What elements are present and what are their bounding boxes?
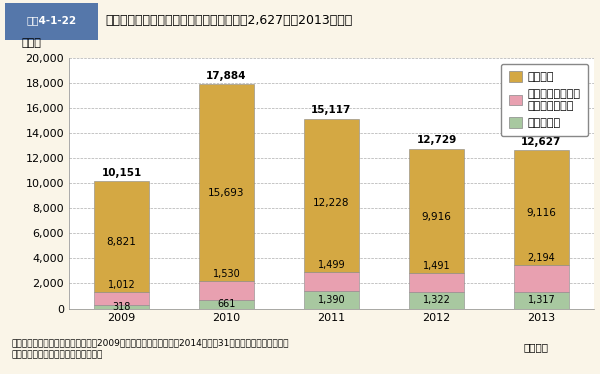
Text: 1,390: 1,390	[317, 295, 346, 305]
Bar	[94, 181, 149, 292]
Text: 2,194: 2,194	[527, 253, 556, 263]
Bar	[94, 304, 149, 309]
Bar	[304, 119, 359, 272]
Text: 10,151: 10,151	[101, 168, 142, 178]
Text: 661: 661	[217, 300, 236, 309]
Text: 17,884: 17,884	[206, 71, 247, 81]
Text: 図表4-1-22: 図表4-1-22	[26, 16, 77, 26]
Text: 1,530: 1,530	[212, 269, 241, 279]
Bar	[514, 264, 569, 292]
Text: 1,012: 1,012	[107, 280, 136, 290]
Text: 9,116: 9,116	[527, 208, 556, 218]
Legend: 財産事案, 重大事故等を除く
生命身体事故等, 重大事故等: 財産事案, 重大事故等を除く 生命身体事故等, 重大事故等	[501, 64, 589, 136]
Bar	[304, 291, 359, 309]
Bar	[304, 272, 359, 291]
Text: 1,317: 1,317	[527, 295, 556, 305]
Text: 12,627: 12,627	[521, 137, 562, 147]
FancyBboxPatch shape	[5, 3, 98, 40]
Text: 1,491: 1,491	[422, 261, 451, 272]
Text: 消費者庁に通知された消費者事故等は１万2,627件（2013年度）: 消費者庁に通知された消費者事故等は１万2,627件（2013年度）	[105, 14, 352, 27]
Text: 9,916: 9,916	[422, 212, 451, 223]
Bar	[409, 149, 464, 273]
Bar	[409, 292, 464, 309]
Bar	[94, 292, 149, 304]
Text: 1,322: 1,322	[422, 295, 451, 305]
Bar	[514, 150, 569, 264]
Text: （件）: （件）	[22, 38, 41, 48]
Text: 12,729: 12,729	[416, 135, 457, 145]
Bar	[409, 273, 464, 292]
Text: 15,117: 15,117	[311, 105, 352, 116]
Bar	[199, 85, 254, 281]
Bar	[199, 281, 254, 300]
Text: 12,228: 12,228	[313, 199, 350, 208]
Text: 8,821: 8,821	[107, 237, 136, 247]
Bar	[199, 300, 254, 309]
Text: （備考）　消費者安全法に基づき、2009年９月消費者庁設置から2014年３月31日までに消費者庁へ通知
　　　　された消費者事故等の件数。: （備考） 消費者安全法に基づき、2009年９月消費者庁設置から2014年３月31…	[12, 338, 290, 359]
Text: 318: 318	[112, 301, 131, 312]
Text: 15,693: 15,693	[208, 188, 245, 197]
Bar	[514, 292, 569, 309]
Text: （年度）: （年度）	[523, 342, 548, 352]
Text: 1,499: 1,499	[317, 260, 346, 270]
